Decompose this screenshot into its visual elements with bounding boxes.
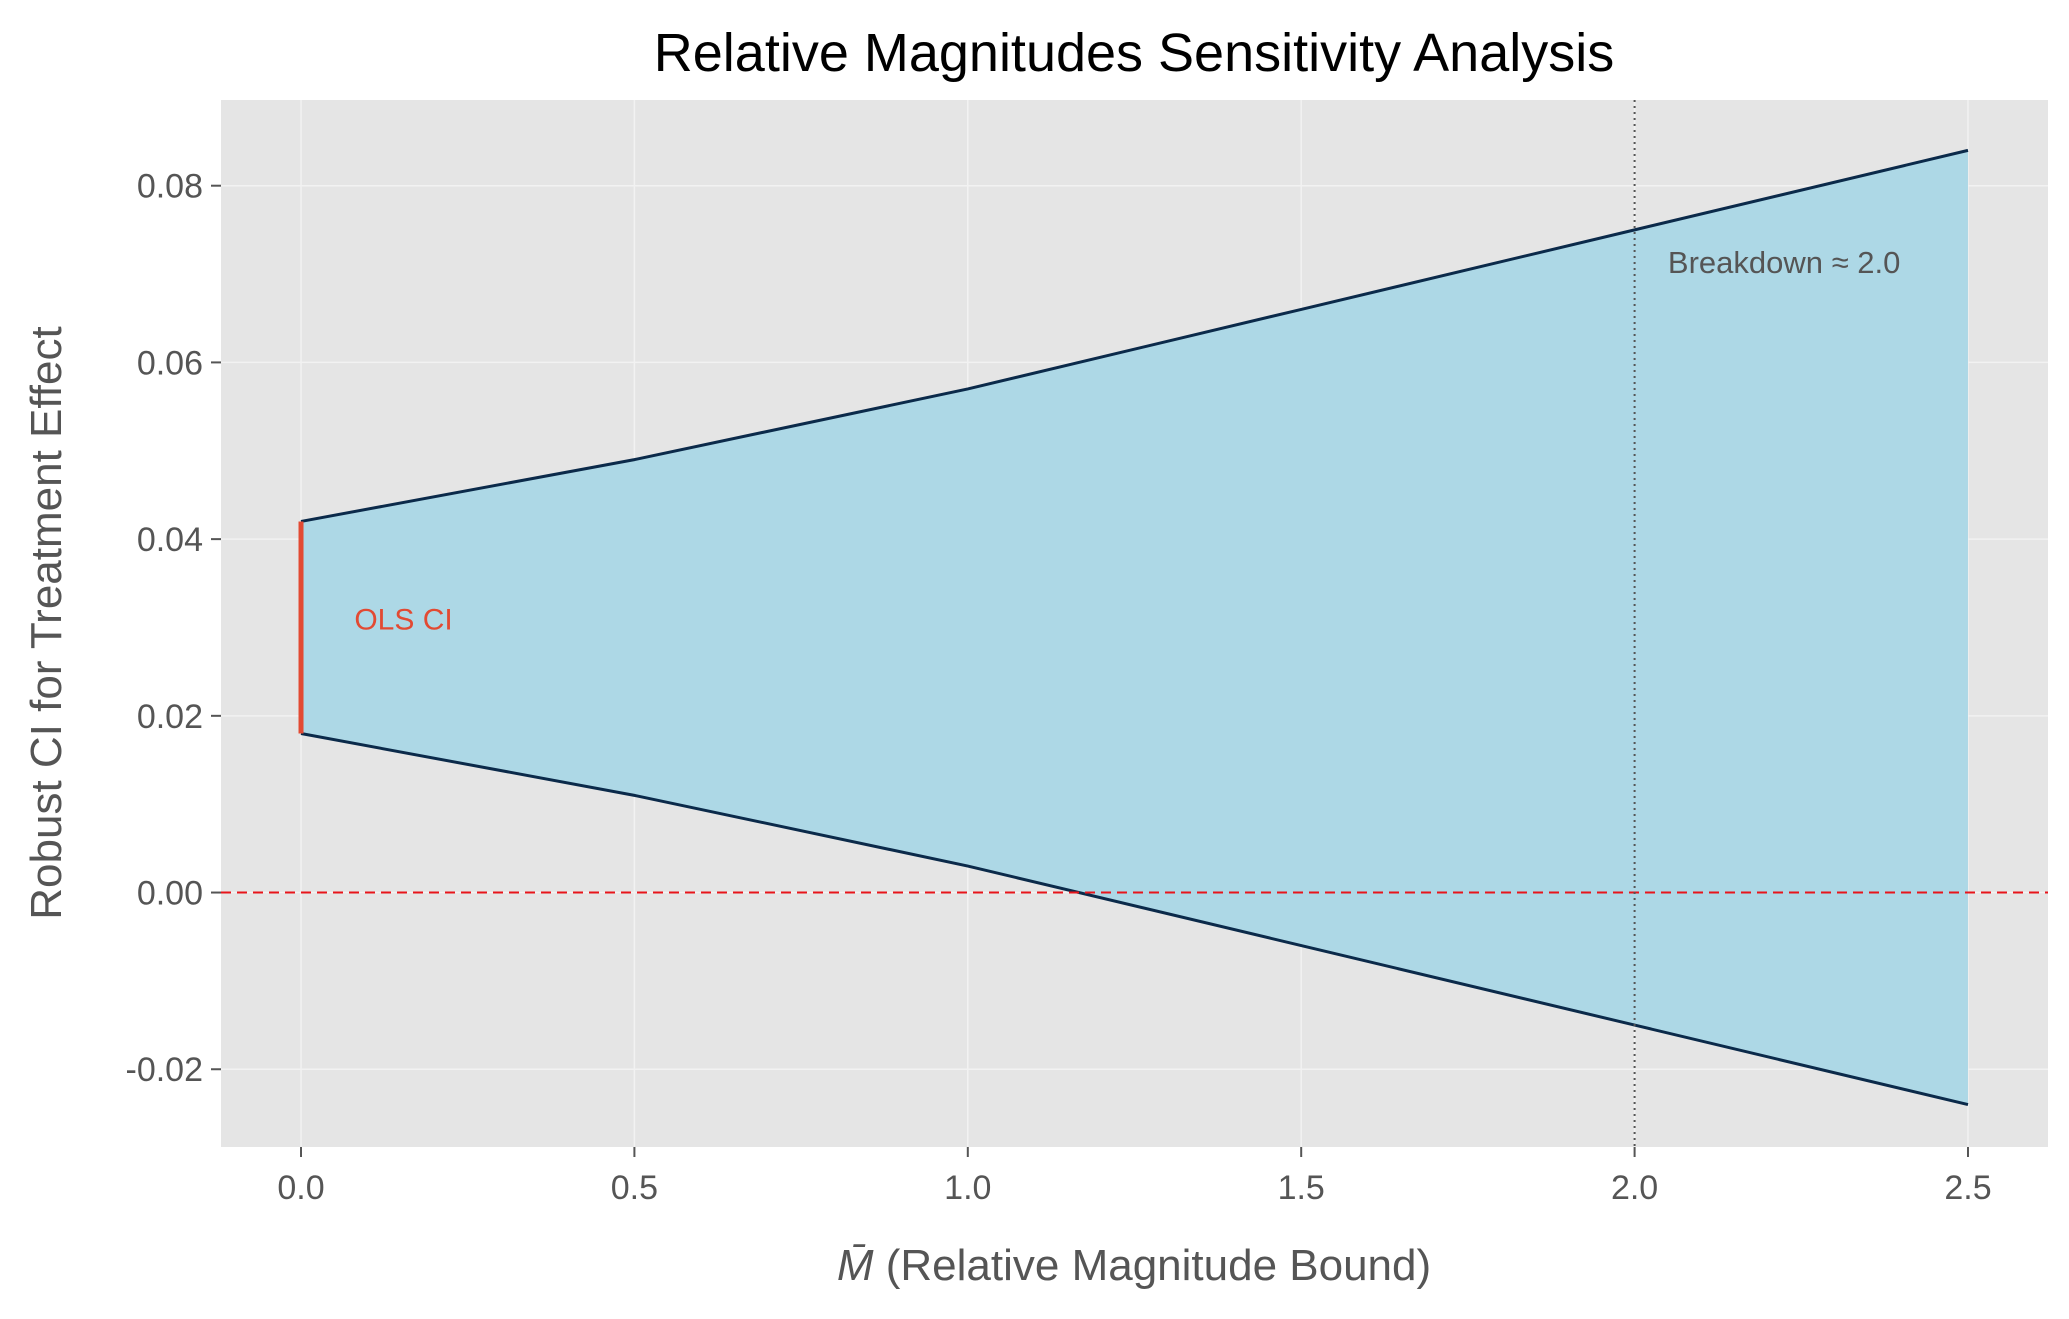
chart-title: Relative Magnitudes Sensitivity Analysis: [654, 23, 1614, 83]
upper-bound-line: [300, 148, 1969, 523]
x-tick-label: 2.0: [1611, 1169, 1658, 1207]
ols-ci-annotation: OLS CI: [354, 604, 452, 637]
x-axis-label-text: (Relative Magnitude Bound): [874, 1241, 1432, 1290]
y-tick-label: 0.02: [137, 698, 203, 736]
y-axis-label: Robust CI for Treatment Effect: [22, 326, 71, 919]
x-axis-symbol: M̄: [837, 1241, 874, 1290]
x-tick-label: 1.0: [944, 1169, 991, 1207]
robust-ci-band: [301, 150, 1968, 1105]
y-tick-label: 0.08: [137, 168, 203, 206]
x-axis-label: M̄ (Relative Magnitude Bound): [837, 1241, 1431, 1290]
x-tick-label: 1.5: [1278, 1169, 1325, 1207]
x-tick-label: 0.0: [277, 1169, 324, 1207]
y-axis-ticks: -0.02 0.00 0.02 0.04 0.06 0.08: [126, 168, 221, 1089]
x-tick-label: 2.5: [1944, 1169, 1991, 1207]
y-tick-label: -0.02: [126, 1051, 204, 1089]
y-tick-label: 0.06: [137, 344, 203, 382]
y-tick-label: 0.00: [137, 875, 203, 913]
x-axis-ticks: 0.0 0.5 1.0 1.5 2.0 2.5: [277, 1147, 1992, 1207]
lower-bound-line: [300, 732, 1969, 1107]
y-tick-label: 0.04: [137, 521, 203, 559]
x-tick-label: 0.5: [611, 1169, 658, 1207]
breakdown-annotation: Breakdown ≈ 2.0: [1668, 245, 1900, 280]
